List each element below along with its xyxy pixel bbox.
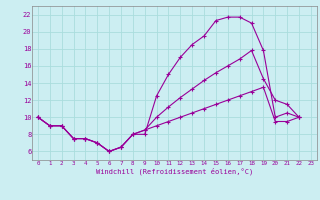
- X-axis label: Windchill (Refroidissement éolien,°C): Windchill (Refroidissement éolien,°C): [96, 167, 253, 175]
